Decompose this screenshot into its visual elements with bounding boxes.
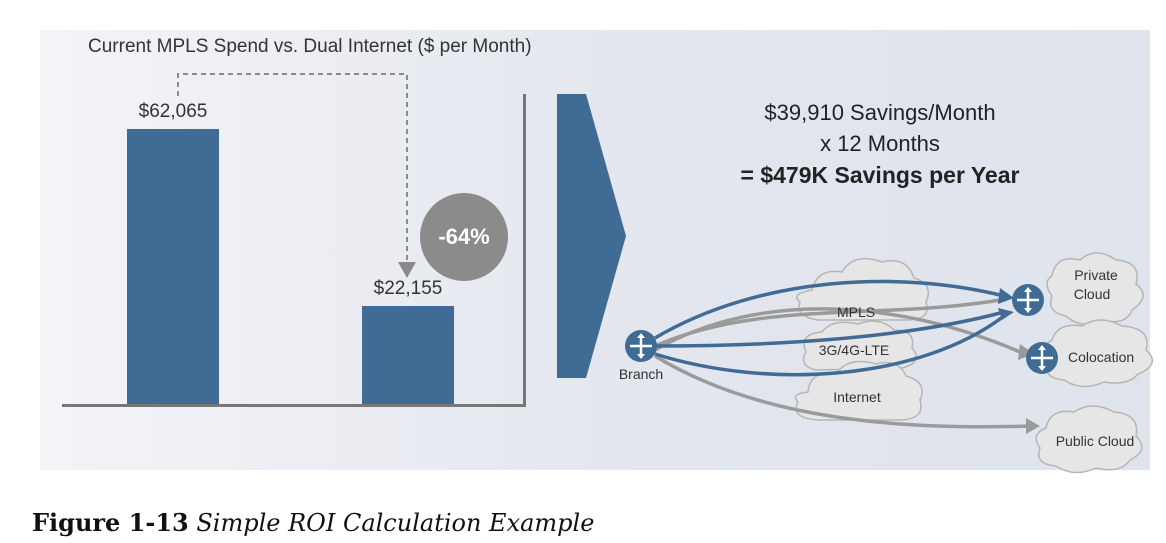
private-cloud-label-line1: Private <box>1074 267 1118 283</box>
reduction-dashed-connector <box>177 73 408 265</box>
reduction-arrowhead <box>398 262 416 278</box>
figure-caption: Figure 1-13 Simple ROI Calculation Examp… <box>32 508 594 537</box>
caption-number: Figure 1-13 <box>32 508 189 537</box>
mpls-cloud <box>796 257 929 321</box>
caption-text: Simple ROI Calculation Example <box>196 509 595 537</box>
chart-right-border <box>523 94 526 407</box>
private-cloud-label-line2: Cloud <box>1073 286 1111 302</box>
internet-cloud <box>794 360 923 421</box>
savings-multiplier: x 12 Months <box>820 131 940 156</box>
colocation-label: Colocation <box>1068 349 1135 365</box>
big-chevron-arrow <box>557 94 626 378</box>
internet-label: Internet <box>833 389 881 405</box>
colocation-router-icon <box>1026 342 1058 374</box>
chart-title: Current MPLS Spend vs. Dual Internet ($ … <box>88 36 532 57</box>
gray-link-public <box>654 354 1031 429</box>
blue-arrowhead-1 <box>998 288 1014 304</box>
private-cloud-shape <box>1046 252 1144 325</box>
lte-label: 3G/4G-LTE <box>818 342 890 358</box>
savings-per-month: $39,910 Savings/Month <box>764 100 996 125</box>
blue-link-top <box>654 279 1005 340</box>
bar-value-label-mpls: $62,065 <box>138 101 208 122</box>
blue-arrowhead-2 <box>998 308 1014 320</box>
branch-label: Branch <box>618 366 664 382</box>
blue-link-bottom <box>654 314 1006 377</box>
bar-dual-internet <box>362 306 454 404</box>
savings-per-year: = $479K Savings per Year <box>740 162 1020 188</box>
mpls-label: MPLS <box>836 304 876 320</box>
x-axis-line <box>62 404 525 407</box>
gray-link-mid <box>654 298 1001 348</box>
branch-router-icon <box>625 330 657 362</box>
reduction-percent-badge: -64% <box>420 193 508 281</box>
blue-link-middle <box>654 310 1005 348</box>
gray-arrowhead-public <box>1026 418 1040 434</box>
bar-value-label-internet: $22,155 <box>373 278 443 299</box>
bar-mpls-spend <box>127 129 219 404</box>
public-cloud-shape <box>1035 405 1143 474</box>
public-cloud-label: Public Cloud <box>1055 433 1135 449</box>
private-cloud-router-icon <box>1012 284 1044 316</box>
gray-arrowhead-colocation <box>1018 344 1034 360</box>
